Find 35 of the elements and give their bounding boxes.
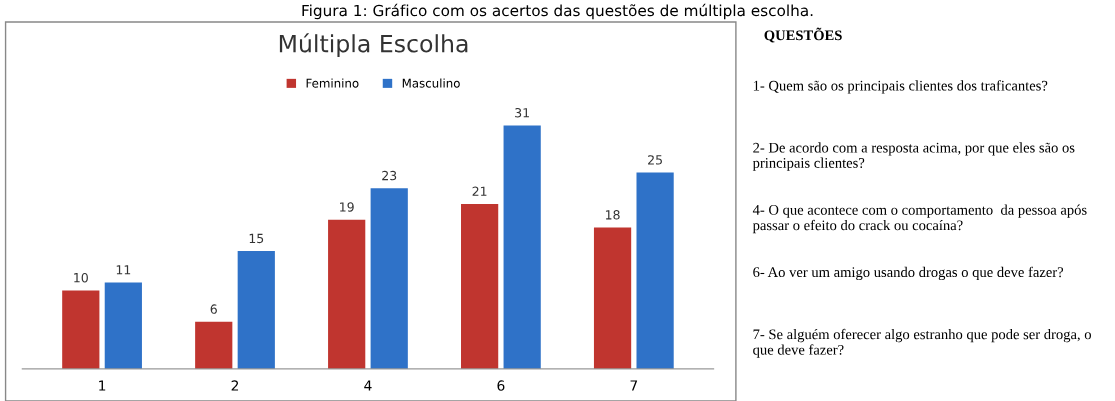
text: 2- De acordo com a resposta acima, por que eles são os principais clientes? — [752, 142, 1075, 171]
text: Figura 1: Gráfico com os acertos das questões de múltipla escolha. — [302, 3, 813, 20]
text: 1- Quem são os principais clientes dos traficantes? — [753, 80, 1048, 94]
bar — [328, 219, 366, 369]
bar — [461, 203, 499, 369]
x-tick-label: 4 — [364, 380, 372, 391]
chart-title: Múltipla Escolha — [279, 33, 468, 58]
data-label: 15 — [249, 233, 264, 244]
data-label: 6 — [210, 304, 217, 314]
data-label: 19 — [340, 202, 354, 212]
bar — [237, 251, 275, 369]
data-label: 31 — [515, 108, 529, 118]
x-tick-label: 7 — [630, 380, 638, 391]
x-tick-label: 2 — [231, 380, 239, 391]
bar — [370, 188, 408, 369]
x-tick-label: 1 — [99, 380, 106, 391]
bar — [104, 282, 142, 369]
text: 6- Ao ver um amigo usando drogas o que deve fazer? — [753, 266, 1064, 281]
data-label: 23 — [382, 170, 397, 181]
bar — [636, 172, 674, 369]
data-label: 10 — [74, 272, 88, 283]
data-label: 11 — [116, 265, 131, 275]
data-label: 25 — [648, 155, 662, 165]
x-tick-label: 6 — [497, 380, 505, 391]
bar — [593, 227, 632, 369]
text: 4- O que acontece com o comportamento da pessoa após passar o efeito do crack ou cocaína? — [752, 204, 1087, 234]
data-label: 21 — [472, 186, 487, 196]
text: QUESTÕES — [764, 27, 842, 43]
legend-label: Masculino — [402, 78, 460, 88]
bar — [503, 125, 541, 369]
legend-label: Feminino — [306, 78, 359, 88]
text: 7- Se alguém oferecer algo estranho que pode ser droga, o que deve fazer? — [753, 328, 1091, 358]
data-label: 18 — [605, 210, 620, 220]
bar — [62, 290, 100, 369]
bar — [195, 321, 233, 369]
